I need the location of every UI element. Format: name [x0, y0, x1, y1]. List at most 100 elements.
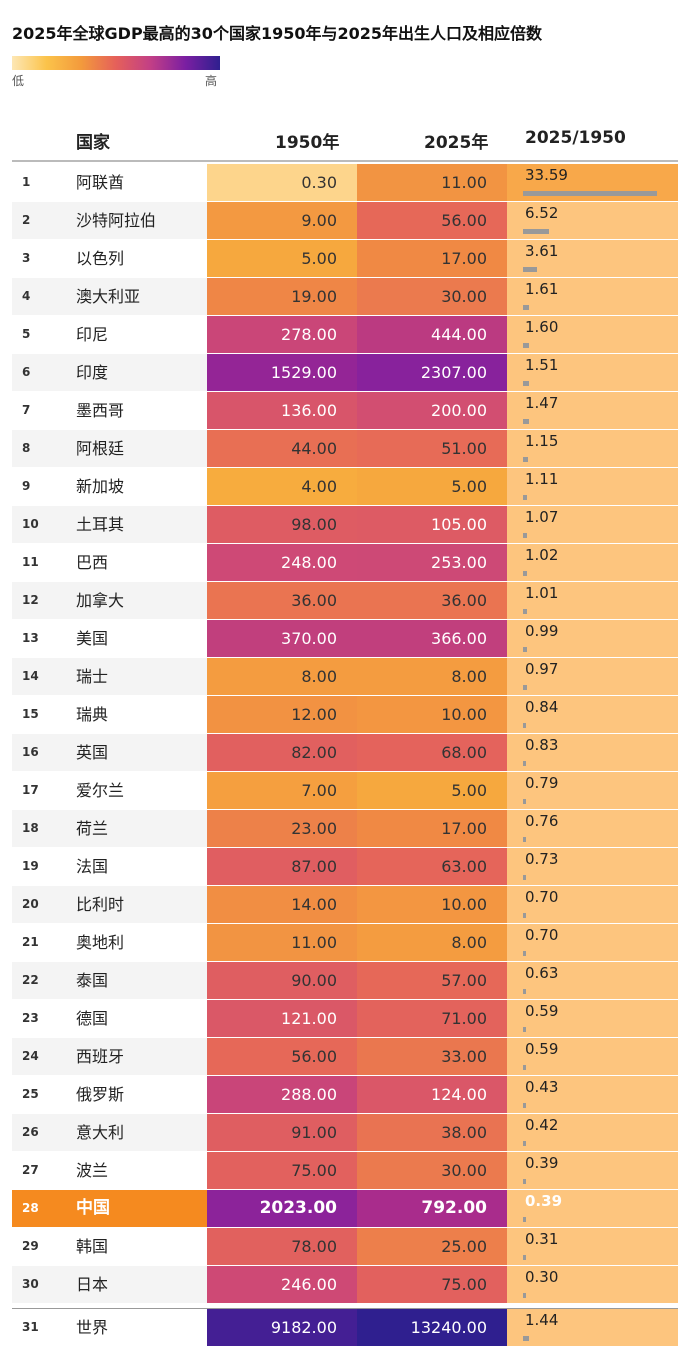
ratio-value: 0.99 — [525, 622, 559, 640]
row-rank: 8 — [12, 430, 76, 467]
row-country-name: 加拿大 — [76, 582, 207, 619]
row-rank: 31 — [22, 1320, 39, 1334]
cell-ratio: 1.44 — [507, 1309, 678, 1346]
ratio-value: 0.31 — [525, 1230, 559, 1248]
table-row: 19 法国 87.00 63.00 0.73 — [12, 848, 678, 885]
row-rank: 29 — [22, 1239, 39, 1253]
row-country-name: 比利时 — [76, 886, 207, 923]
row-country-name: 英国 — [76, 734, 207, 771]
row-country-name: 泰国 — [76, 962, 207, 999]
row-rank: 2 — [12, 202, 76, 239]
table-row: 13 美国 370.00 366.00 0.99 — [12, 620, 678, 657]
cell-2025: 8.00 — [357, 658, 507, 695]
cell-ratio: 1.07 — [507, 506, 678, 543]
table-row: 23 德国 121.00 71.00 0.59 — [12, 1000, 678, 1037]
ratio-value: 0.76 — [525, 812, 559, 830]
ratio-bar — [523, 951, 526, 956]
ratio-bar — [523, 761, 526, 766]
row-rank: 12 — [12, 582, 76, 619]
ratio-bar — [523, 419, 529, 424]
color-legend-bar — [12, 56, 220, 70]
ratio-bar — [523, 495, 527, 500]
cell-1950: 248.00 — [207, 544, 357, 581]
cell-2025: 253.00 — [357, 544, 507, 581]
row-country-name: 阿联酋 — [76, 173, 125, 192]
table-row: 14 瑞士 8.00 8.00 0.97 — [12, 658, 678, 695]
cell-2025: 11.00 — [357, 164, 507, 201]
cell-ratio: 0.43 — [507, 1076, 678, 1113]
ratio-value: 6.52 — [525, 204, 559, 222]
row-country-name: 奥地利 — [76, 933, 125, 952]
table-row: 16 英国 82.00 68.00 0.83 — [12, 734, 678, 771]
row-country-name: 土耳其 — [76, 506, 207, 543]
cell-1950: 288.00 — [207, 1076, 357, 1113]
row-country-name: 墨西哥 — [76, 401, 125, 420]
row-rank: 23 — [22, 1011, 39, 1025]
cell-2025: 36.00 — [357, 582, 507, 619]
cell-1950: 278.00 — [207, 316, 357, 353]
cell-ratio: 0.83 — [507, 734, 678, 771]
ratio-value: 0.59 — [525, 1040, 559, 1058]
ratio-bar — [523, 305, 529, 310]
cell-1950: 8.00 — [207, 658, 357, 695]
row-rank: 11 — [22, 555, 39, 569]
cell-ratio: 0.70 — [507, 924, 678, 961]
cell-1950: 11.00 — [207, 924, 357, 961]
row-country-name: 以色列 — [76, 249, 125, 268]
cell-2025: 792.00 — [357, 1190, 507, 1227]
row-rank: 4 — [12, 278, 76, 315]
cell-2025: 56.00 — [357, 202, 507, 239]
row-country-name: 韩国 — [76, 1237, 109, 1256]
row-rank: 28 — [12, 1190, 76, 1227]
cell-1950: 9182.00 — [207, 1309, 357, 1346]
table-row: 18 荷兰 23.00 17.00 0.76 — [12, 810, 678, 847]
cell-2025: 13240.00 — [357, 1309, 507, 1346]
row-country-name: 印尼 — [76, 325, 109, 344]
ratio-bar — [523, 457, 528, 462]
cell-2025: 5.00 — [357, 772, 507, 809]
cell-ratio: 3.61 — [507, 240, 678, 277]
cell-ratio: 0.39 — [507, 1190, 678, 1227]
ratio-bar — [523, 799, 526, 804]
row-country-name: 印度 — [76, 354, 207, 391]
cell-2025: 200.00 — [357, 392, 507, 429]
ratio-bar — [523, 571, 527, 576]
row-rank: 17 — [22, 783, 39, 797]
row-country-name: 瑞士 — [76, 658, 207, 695]
table-row: 22 泰国 90.00 57.00 0.63 — [12, 962, 678, 999]
cell-ratio: 0.84 — [507, 696, 678, 733]
ratio-value: 0.79 — [525, 774, 559, 792]
ratio-bar — [523, 723, 526, 728]
cell-2025: 10.00 — [357, 696, 507, 733]
ratio-value: 0.59 — [525, 1002, 559, 1020]
ratio-bar — [523, 1065, 526, 1070]
cell-ratio: 0.30 — [507, 1266, 678, 1303]
table-row: 29 韩国 78.00 25.00 0.31 — [12, 1228, 678, 1265]
cell-2025: 124.00 — [357, 1076, 507, 1113]
ratio-value: 0.30 — [525, 1268, 559, 1286]
cell-1950: 2023.00 — [207, 1190, 357, 1227]
row-rank: 3 — [22, 251, 31, 265]
cell-ratio: 1.51 — [507, 354, 678, 391]
row-rank: 27 — [22, 1163, 39, 1177]
legend-high-label: 高 — [205, 74, 218, 88]
cell-2025: 38.00 — [357, 1114, 507, 1151]
row-rank: 5 — [22, 327, 31, 341]
table-row: 17 爱尔兰 7.00 5.00 0.79 — [12, 772, 678, 809]
row-country-name: 波兰 — [76, 1161, 109, 1180]
row-rank: 26 — [12, 1114, 76, 1151]
cell-1950: 7.00 — [207, 772, 357, 809]
ratio-bar — [523, 685, 527, 690]
cell-1950: 75.00 — [207, 1152, 357, 1189]
ratio-bar — [523, 609, 527, 614]
cell-ratio: 1.11 — [507, 468, 678, 505]
cell-ratio: 0.31 — [507, 1228, 678, 1265]
table-row: 28 中国 2023.00 792.00 0.39 — [12, 1190, 678, 1227]
table-header: 国家 1950年 2025年 2025/1950 — [12, 120, 678, 160]
header-country: 国家 — [76, 133, 110, 153]
cell-1950: 12.00 — [207, 696, 357, 733]
data-table: 国家 1950年 2025年 2025/1950 1 阿联酋 0.30 11.00 33… — [12, 120, 678, 1346]
row-country-name: 新加坡 — [76, 477, 125, 496]
ratio-bar — [523, 1293, 526, 1298]
cell-1950: 82.00 — [207, 734, 357, 771]
